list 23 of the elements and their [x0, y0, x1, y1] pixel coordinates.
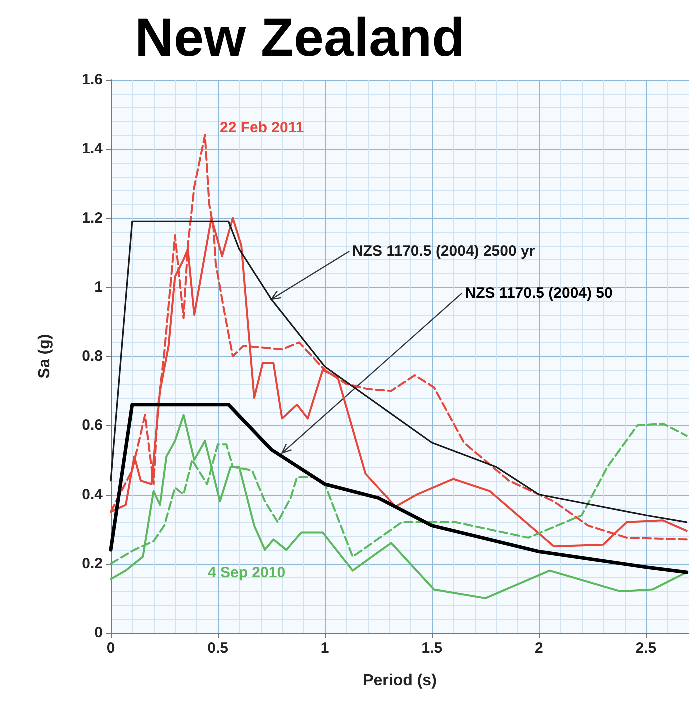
x-tick-label: 1.5 [422, 640, 443, 657]
y-tick-label: 1.4 [82, 140, 104, 158]
chart-title: New Zealand [135, 8, 466, 68]
y-tick-label: 0.4 [82, 486, 104, 504]
x-tick-label: 0 [106, 640, 116, 657]
x-axis-title: Period (s) [363, 672, 437, 690]
annotation: NZS 1170.5 (2004) 2500 yr [352, 242, 536, 260]
x-tick-label: 1 [320, 640, 330, 657]
y-tick-label: 0 [94, 624, 103, 642]
y-tick-label: 1.2 [82, 210, 103, 227]
x-tick-label: 2.5 [636, 640, 657, 657]
line-series [110, 414, 688, 600]
y-tick-label: 0.6 [82, 417, 103, 434]
annotation: NZS 1170.5 (2004) 50 [465, 284, 613, 302]
y-tick-label: 1.6 [82, 72, 103, 88]
y-tick-label: 0.2 [82, 555, 103, 572]
annotation: 4 Sep 2010 [208, 564, 286, 582]
y-axis-title: Sa (g) [36, 334, 54, 379]
x-tick-label: 0.5 [208, 640, 228, 657]
y-tick-label: 0.8 [82, 348, 103, 365]
x-tick-label: 2 [534, 640, 544, 657]
annotation: 22 Feb 2011 [220, 120, 304, 136]
y-tick-label: 1 [94, 278, 103, 296]
